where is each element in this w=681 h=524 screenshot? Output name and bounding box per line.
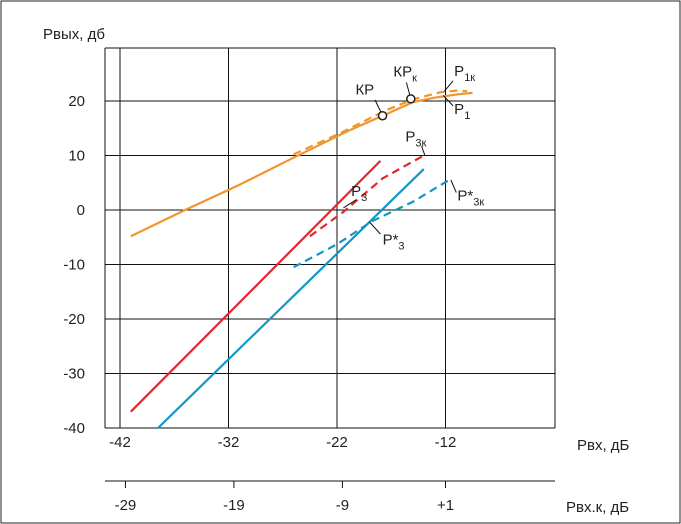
leader-line xyxy=(343,199,357,209)
series-line-p1 xyxy=(130,91,473,238)
point-marker xyxy=(406,94,416,104)
x-tick-label: -32 xyxy=(218,434,240,451)
y-tick-label: 0 xyxy=(77,202,85,219)
annotation-label: КР xyxy=(355,81,374,98)
x-tick-label: -22 xyxy=(326,434,348,451)
series-label: P3к xyxy=(405,128,426,149)
secondary-x-axis-label: Рвх.к, дБ xyxy=(566,499,629,516)
x-tick-label: -12 xyxy=(435,434,457,451)
leader-line xyxy=(421,146,426,156)
x-axis-label: Рвх, дБ xyxy=(577,437,630,454)
x-tick-label: -42 xyxy=(109,434,131,451)
y-tick-label: -20 xyxy=(63,311,85,328)
y-tick-label: -40 xyxy=(63,420,85,437)
series-label: P*3к xyxy=(457,188,484,209)
secondary-tick-label: -9 xyxy=(336,497,349,514)
secondary-tick-label: +1 xyxy=(437,497,454,514)
series-label: P*3 xyxy=(383,231,405,252)
y-tick-label: -10 xyxy=(63,257,85,274)
secondary-tick-label: -29 xyxy=(115,497,137,514)
series-line-p3к xyxy=(309,154,425,238)
series-label: P1к xyxy=(454,63,475,84)
leader-line xyxy=(450,179,457,193)
y-tick-label: 20 xyxy=(68,93,85,110)
series-label: P3 xyxy=(351,183,367,204)
leader-line xyxy=(369,221,381,235)
y-tick-label: 10 xyxy=(68,148,85,165)
annotations-layer: P1 P1к P3 P3к P*3к P*3 КР КРк xyxy=(343,63,484,252)
series-label: P1 xyxy=(454,101,470,122)
series-line-pstar3 xyxy=(157,168,425,429)
tick-labels: -42 -32 -22 -12 -40 -30 -20 -10 0 10 20 -29 -19 -9 +1 xyxy=(63,93,456,514)
leader-line xyxy=(442,95,454,107)
secondary-tick-label: -19 xyxy=(223,497,245,514)
leader-line xyxy=(444,80,454,92)
series-line-p3 xyxy=(130,160,382,413)
point-marker xyxy=(377,110,388,121)
y-tick-label: -30 xyxy=(63,366,85,383)
annotation-label: КРк xyxy=(393,63,417,84)
series-line-pstar3к xyxy=(293,177,452,269)
y-axis-label: Рвых, дб xyxy=(43,26,105,43)
